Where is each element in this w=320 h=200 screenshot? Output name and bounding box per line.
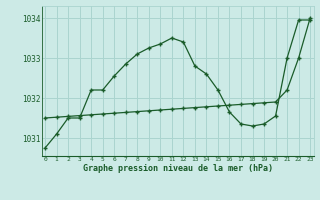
X-axis label: Graphe pression niveau de la mer (hPa): Graphe pression niveau de la mer (hPa) [83,164,273,173]
